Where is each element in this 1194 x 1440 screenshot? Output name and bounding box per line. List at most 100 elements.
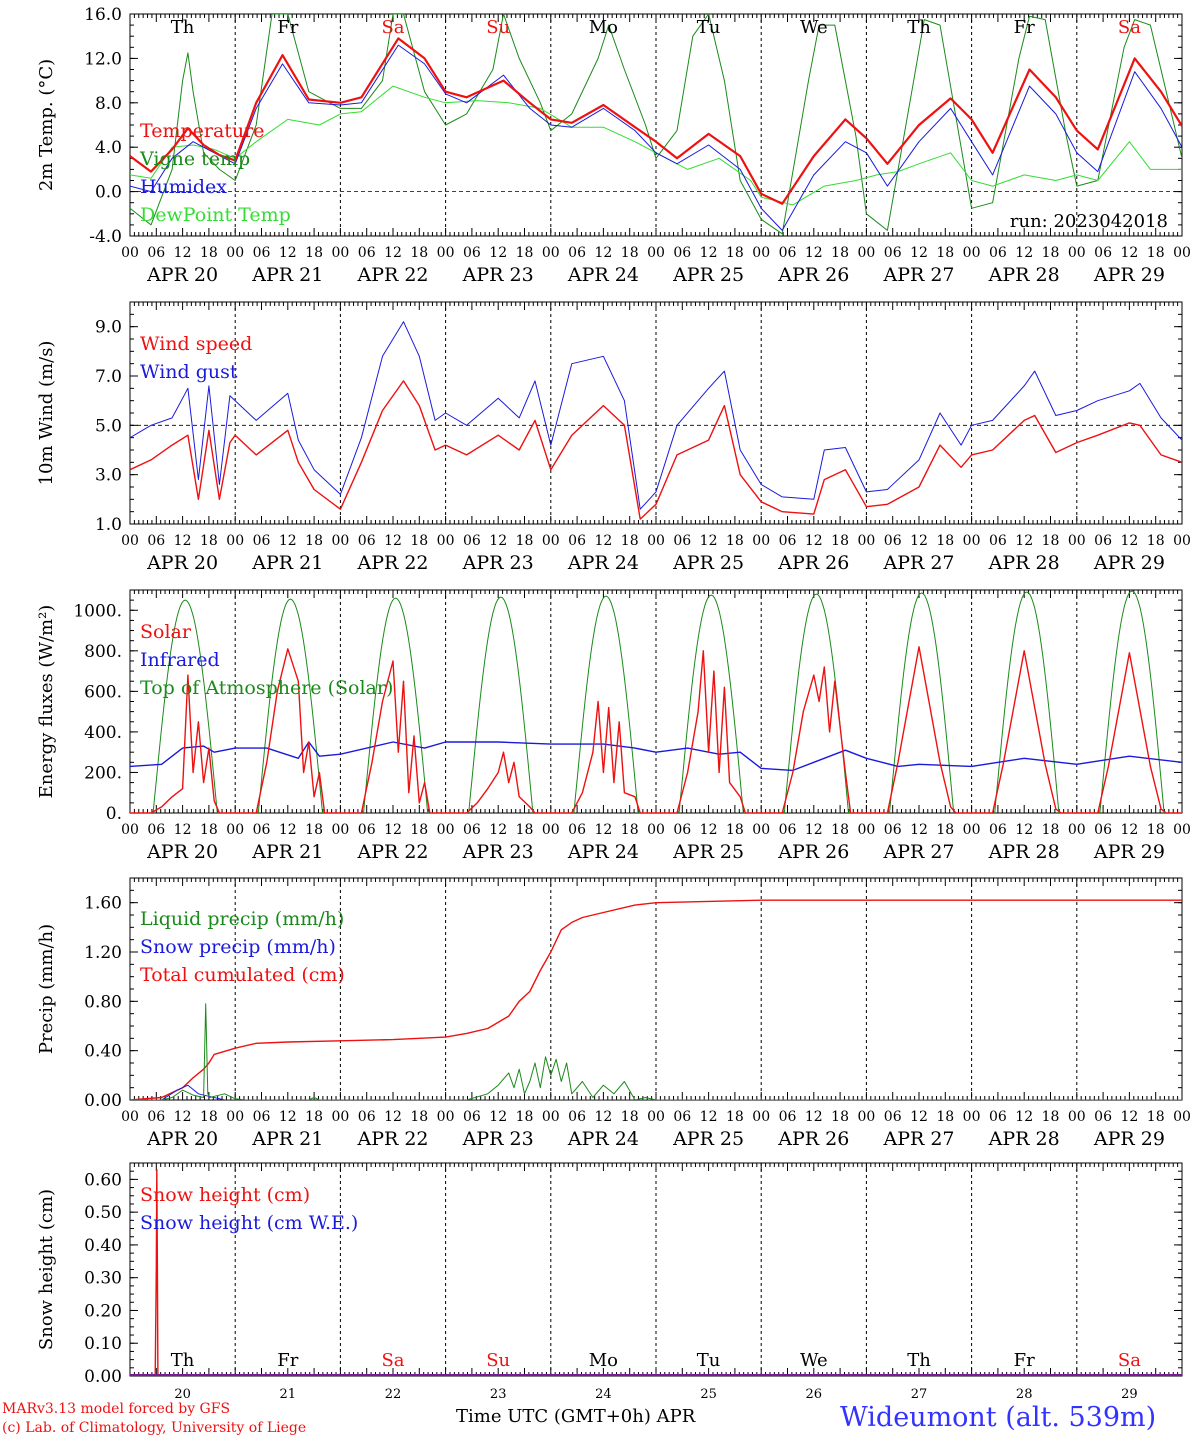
day-number-label: 22 — [385, 1387, 402, 1402]
date-label: APR 24 — [567, 552, 639, 574]
date-label: APR 24 — [567, 1128, 639, 1150]
hour-tick-label: 18 — [200, 533, 218, 549]
hour-tick-label: 18 — [516, 245, 534, 261]
hour-tick-label: 00 — [857, 822, 875, 838]
y-tick-label: 600. — [84, 682, 122, 702]
hour-tick-label: 12 — [279, 245, 297, 261]
hour-tick-label: 06 — [989, 533, 1007, 549]
legend-entry: Temperature — [140, 120, 264, 142]
panel-1: -4.0 0.0 4.0 8.0 12.0 16.0 2m Temp. (°C) 00 06 12… — [36, 5, 1191, 286]
hour-tick-label: 06 — [884, 533, 902, 549]
day-of-week-label: Th — [907, 1350, 931, 1371]
hour-tick-label: 06 — [568, 1109, 586, 1125]
hour-tick-label: 00 — [1173, 245, 1191, 261]
date-label: APR 25 — [672, 552, 744, 574]
y-axis-label: Energy fluxes (W/m²) — [36, 605, 57, 799]
hour-tick-label: 18 — [516, 822, 534, 838]
hour-tick-label: 06 — [884, 822, 902, 838]
date-label: APR 25 — [672, 841, 744, 863]
hour-tick-label: 06 — [884, 1109, 902, 1125]
legend-entry: Snow height (cm) — [140, 1184, 310, 1206]
hour-tick-label: 00 — [226, 1109, 244, 1125]
series-wind-gust — [130, 321, 1182, 510]
day-number-label: 27 — [911, 1387, 928, 1402]
day-of-week-label: Fr — [277, 17, 298, 38]
hour-tick-label: 00 — [1068, 1109, 1086, 1125]
x-axis-month: APR — [656, 1406, 696, 1427]
y-tick-label: 0.40 — [84, 1236, 122, 1256]
hour-tick-label: 18 — [726, 1109, 744, 1125]
hour-tick-label: 00 — [331, 1109, 349, 1125]
hour-tick-label: 18 — [936, 533, 954, 549]
hour-tick-label: 12 — [489, 822, 507, 838]
series-snow-precip-mm-h — [130, 1084, 1182, 1100]
hour-tick-label: 12 — [594, 245, 612, 261]
hour-tick-label: 00 — [857, 1109, 875, 1125]
day-of-week-label: Th — [907, 17, 931, 38]
hour-tick-label: 00 — [857, 533, 875, 549]
hour-tick-label: 06 — [147, 822, 165, 838]
hour-tick-label: 18 — [200, 822, 218, 838]
hour-tick-label: 18 — [1042, 533, 1060, 549]
y-tick-label: 5.0 — [95, 416, 122, 436]
hour-tick-label: 12 — [910, 245, 928, 261]
hour-tick-label: 06 — [358, 245, 376, 261]
date-label: APR 29 — [1093, 552, 1165, 574]
date-label: APR 27 — [882, 552, 954, 574]
hour-tick-label: 12 — [384, 533, 402, 549]
hour-tick-label: 12 — [805, 822, 823, 838]
legend-entry: Solar — [140, 621, 192, 643]
hour-tick-label: 12 — [1120, 533, 1138, 549]
day-of-week-label: Fr — [1014, 17, 1035, 38]
hour-tick-label: 18 — [410, 533, 428, 549]
legend-entry: Wind speed — [140, 333, 252, 355]
hour-tick-label: 18 — [1147, 822, 1165, 838]
hour-tick-label: 00 — [331, 822, 349, 838]
hour-tick-label: 12 — [279, 822, 297, 838]
series-group — [130, 899, 1182, 1100]
hour-tick-label: 18 — [621, 822, 639, 838]
hour-tick-label: 18 — [621, 245, 639, 261]
y-tick-label: 7.0 — [95, 367, 122, 387]
y-tick-label: 0.60 — [84, 1170, 122, 1190]
hour-tick-label: 18 — [1042, 1109, 1060, 1125]
date-label: APR 29 — [1093, 264, 1165, 286]
date-label: APR 22 — [356, 1128, 428, 1150]
day-number-label: 20 — [174, 1387, 191, 1402]
hour-tick-label: 00 — [1068, 822, 1086, 838]
day-of-week-label: We — [800, 17, 828, 38]
hour-tick-label: 06 — [779, 1109, 797, 1125]
hour-tick-label: 00 — [542, 245, 560, 261]
date-label: APR 23 — [462, 264, 534, 286]
hour-tick-label: 06 — [568, 245, 586, 261]
y-tick-label: 0.20 — [84, 1301, 122, 1321]
hour-tick-label: 06 — [568, 533, 586, 549]
hour-tick-label: 12 — [1015, 245, 1033, 261]
hour-tick-label: 06 — [779, 822, 797, 838]
hour-tick-label: 00 — [1068, 533, 1086, 549]
series-group — [130, 1168, 1182, 1376]
hour-tick-label: 00 — [752, 1109, 770, 1125]
date-label: APR 24 — [567, 264, 639, 286]
hour-tick-label: 06 — [147, 1109, 165, 1125]
hour-tick-label: 18 — [516, 1109, 534, 1125]
y-tick-label: 1.20 — [84, 943, 122, 963]
panel-4: 0.00 0.40 0.80 1.20 1.60 Precip (mm/h) 00 06 12 1… — [36, 877, 1191, 1150]
hour-tick-label: 12 — [700, 245, 718, 261]
day-of-week-label: Sa — [381, 1350, 404, 1371]
date-label: APR 27 — [882, 841, 954, 863]
hour-tick-label: 00 — [963, 245, 981, 261]
hour-tick-label: 06 — [358, 533, 376, 549]
hour-tick-label: 18 — [831, 822, 849, 838]
date-label: APR 27 — [882, 1128, 954, 1150]
hour-tick-label: 00 — [963, 822, 981, 838]
date-label: APR 22 — [356, 841, 428, 863]
date-label: APR 21 — [251, 841, 323, 863]
y-tick-label: 16.0 — [84, 5, 122, 25]
hour-tick-label: 12 — [174, 1109, 192, 1125]
y-tick-label: 1.60 — [84, 894, 122, 914]
hour-tick-label: 18 — [726, 245, 744, 261]
hour-tick-label: 00 — [542, 533, 560, 549]
hour-tick-label: 12 — [489, 533, 507, 549]
